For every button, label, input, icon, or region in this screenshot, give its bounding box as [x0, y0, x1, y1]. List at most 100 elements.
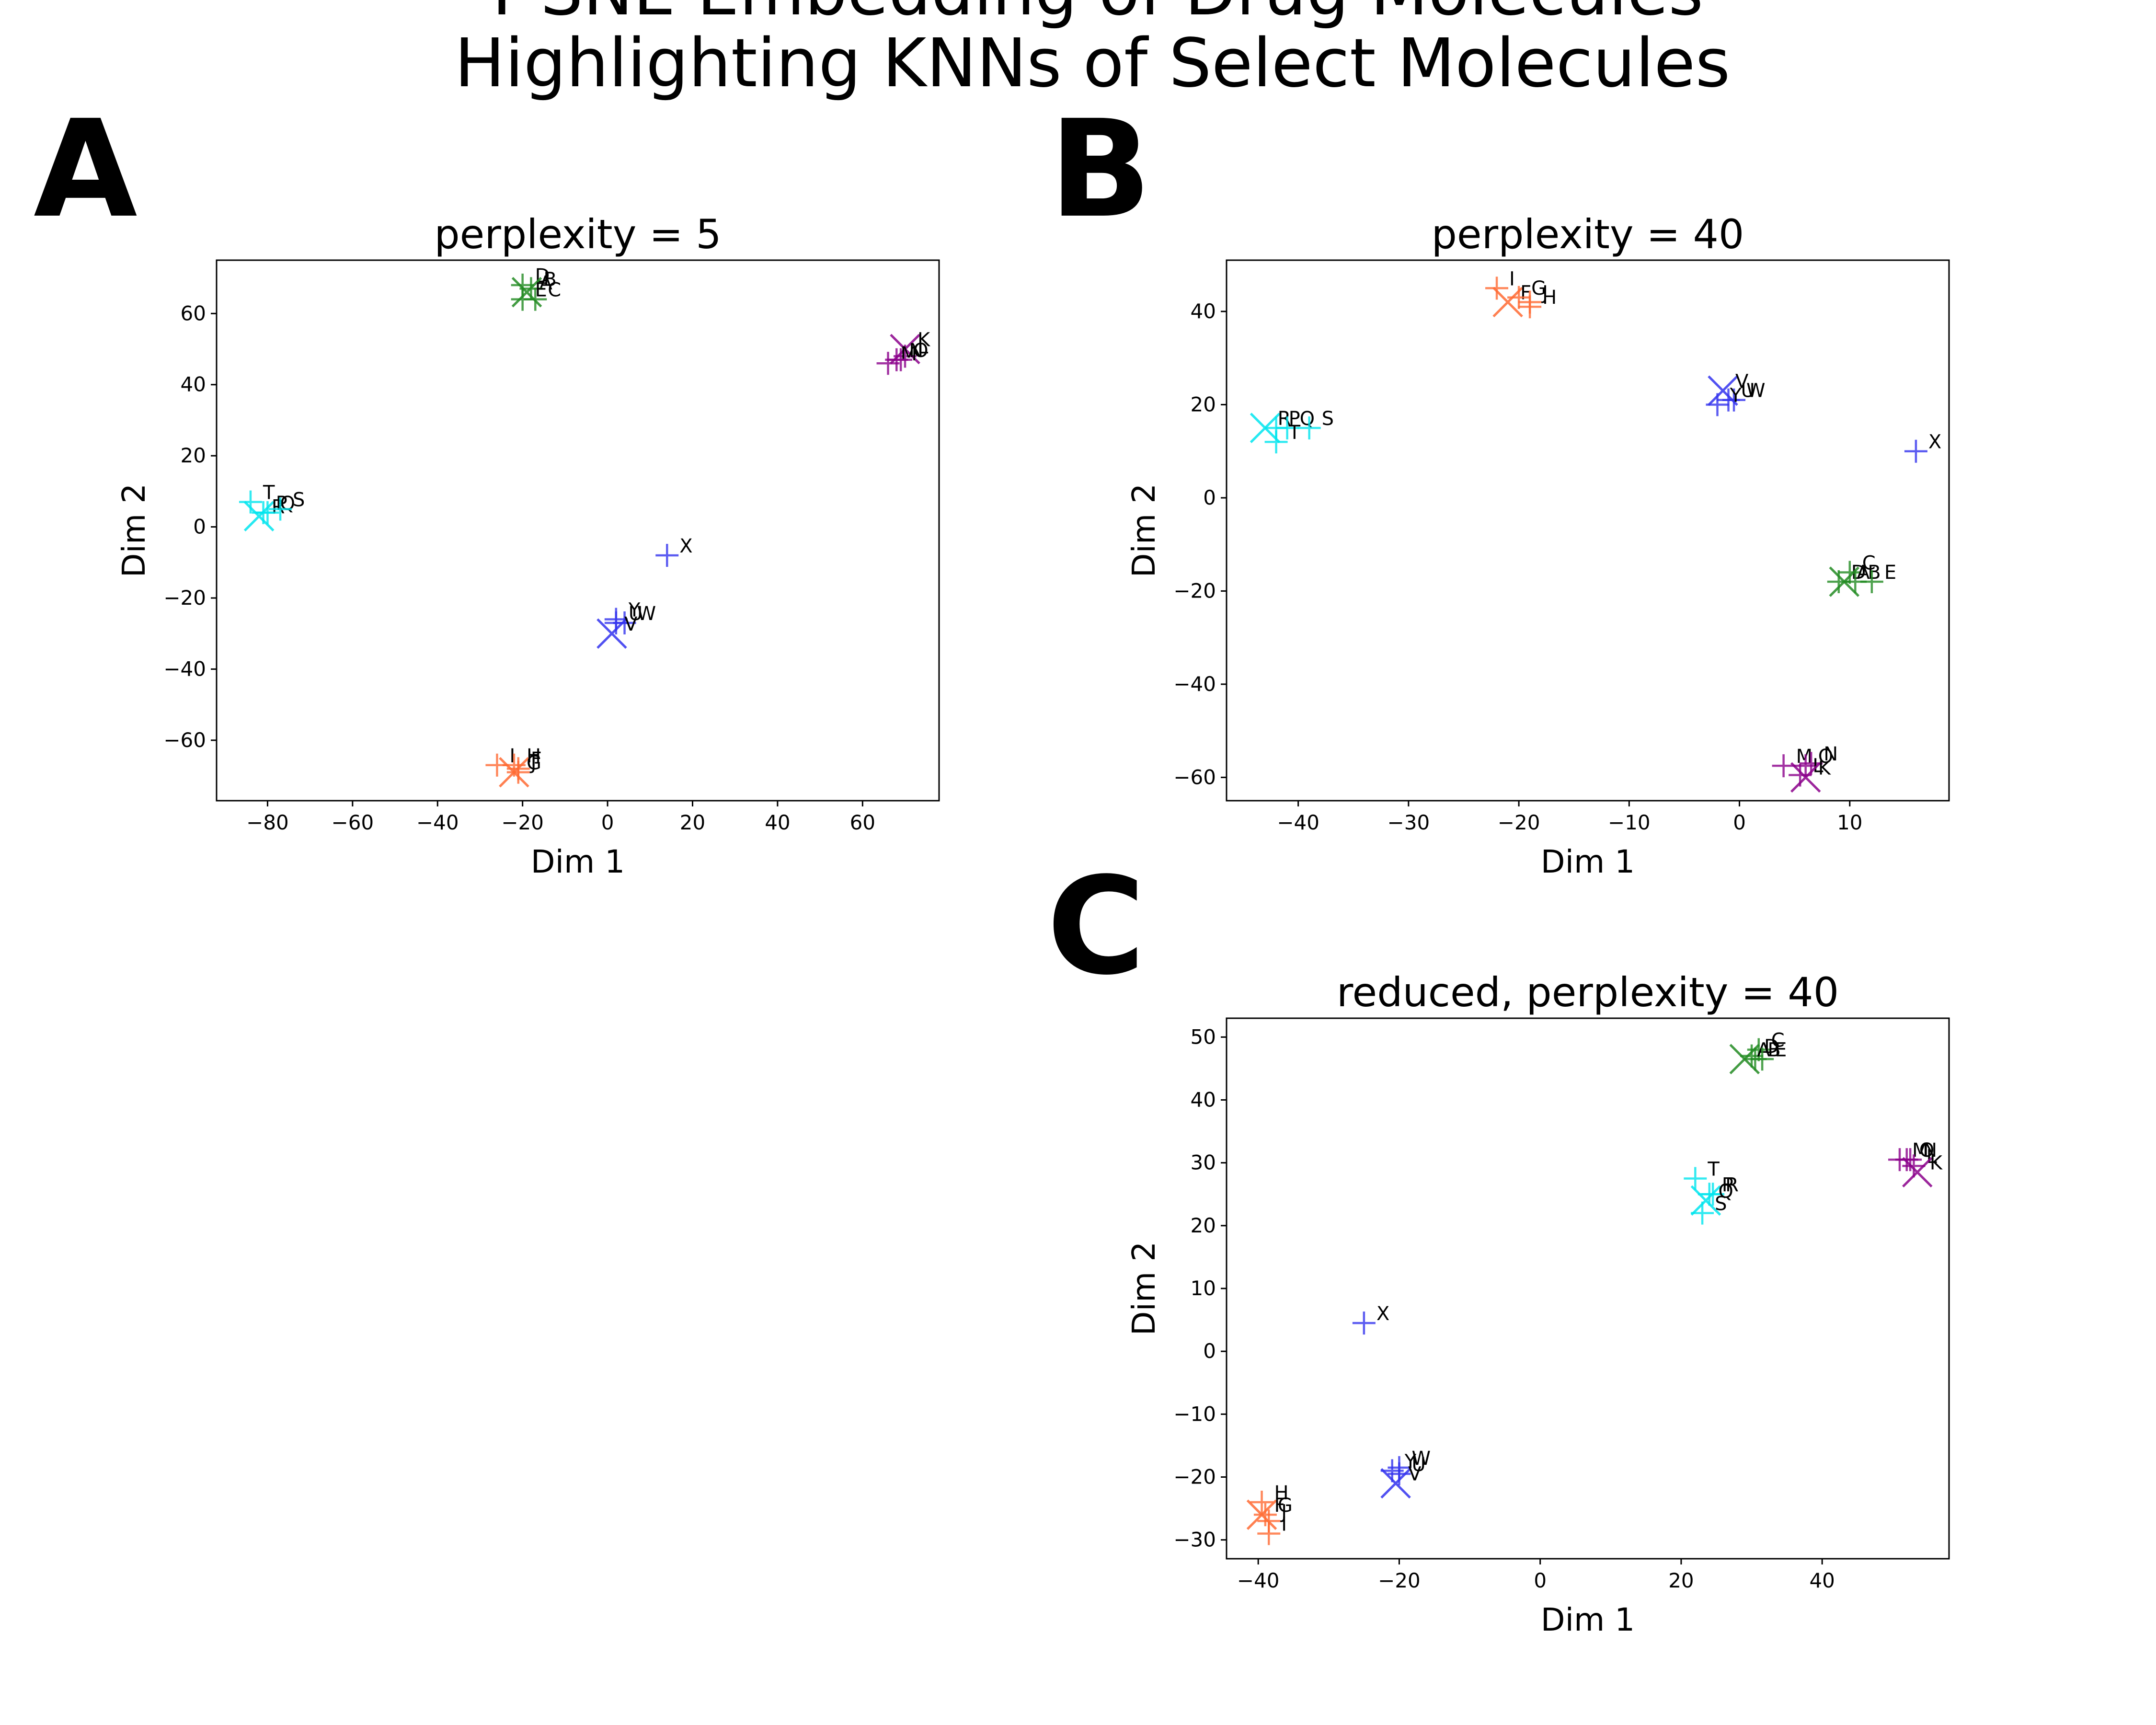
point-label: X — [1376, 1303, 1389, 1325]
point-label: L — [1926, 1146, 1937, 1168]
data-point-marker — [1507, 286, 1531, 309]
data-point-marker — [1902, 1154, 1926, 1178]
point-label: S — [293, 489, 305, 511]
data-point-marker — [889, 348, 913, 371]
point-label: I — [1509, 268, 1515, 290]
y-tick-label: 50 — [1191, 1025, 1216, 1048]
point-label: O — [1919, 1139, 1934, 1162]
y-tick-label: 20 — [1191, 1214, 1216, 1237]
panel-letter: B — [1049, 92, 1151, 248]
point-label: K — [1930, 1152, 1943, 1174]
data-point-marker — [613, 611, 636, 634]
point-label: X — [679, 535, 692, 557]
x-tick-label: 0 — [1534, 1569, 1547, 1592]
point-label: R — [1725, 1174, 1739, 1196]
point-label: B — [1767, 1039, 1780, 1061]
figure-suptitle-line-1: T-SNE Embedding of Drug Molecules — [481, 0, 1703, 31]
x-tick-label: 20 — [680, 811, 705, 834]
x-tick-label: 60 — [850, 811, 875, 834]
point-label: D — [1764, 1036, 1779, 1058]
point-label: F — [531, 748, 542, 770]
point-label: W — [637, 603, 656, 625]
point-label: Q — [280, 493, 295, 515]
point-label: E — [1775, 1039, 1787, 1061]
data-point-marker — [1691, 1201, 1714, 1225]
y-tick-label: 0 — [193, 515, 206, 539]
data-point-marker — [1838, 561, 1861, 584]
query-point-marker — [243, 501, 275, 532]
y-tick-label: −40 — [1173, 672, 1216, 696]
x-axis-label: Dim 1 — [531, 843, 625, 880]
x-tick-label: 20 — [1668, 1569, 1694, 1592]
point-label: H — [1274, 1482, 1289, 1504]
y-axis-label: Dim 2 — [1125, 1242, 1162, 1335]
point-label: S — [1322, 408, 1334, 430]
point-label: T — [1288, 422, 1301, 444]
point-label: E — [535, 279, 547, 301]
point-label: G — [1531, 277, 1546, 299]
point-label: T — [263, 482, 275, 504]
y-tick-label: −60 — [163, 728, 206, 752]
point-label: U — [1411, 1454, 1425, 1476]
y-tick-label: 60 — [181, 301, 206, 325]
x-tick-label: 0 — [601, 811, 614, 834]
point-label: M — [901, 343, 917, 365]
query-point-marker — [1690, 1185, 1721, 1216]
axes-frame — [216, 259, 940, 802]
data-point-marker — [655, 543, 679, 567]
x-tick-label: 40 — [765, 811, 790, 834]
y-tick-label: −10 — [1173, 1402, 1216, 1426]
point-label: N — [1923, 1139, 1937, 1162]
x-tick-label: −20 — [1498, 811, 1540, 834]
point-label: J — [529, 752, 537, 774]
point-label: N — [909, 340, 923, 362]
point-label: K — [1818, 757, 1832, 779]
point-label: Y — [1730, 384, 1742, 406]
data-point-marker — [1388, 1462, 1411, 1485]
axes-title: perplexity = 40 — [1432, 211, 1744, 258]
data-point-marker — [1518, 295, 1542, 319]
point-label: R — [272, 496, 285, 518]
query-point-marker — [1380, 1468, 1411, 1499]
point-label: K — [917, 329, 931, 351]
point-label: W — [1746, 380, 1766, 402]
point-label: O — [913, 340, 928, 362]
data-point-marker — [524, 288, 547, 311]
y-tick-label: 40 — [1191, 1088, 1216, 1112]
point-label: V — [624, 613, 638, 635]
x-tick-label: −80 — [246, 811, 289, 834]
y-axis-label: Dim 2 — [1125, 483, 1162, 577]
x-tick-label: −20 — [501, 811, 544, 834]
point-label: J — [1541, 282, 1548, 304]
y-axis-label: Dim 2 — [115, 483, 152, 577]
point-label: V — [1735, 370, 1749, 392]
data-point-marker — [1740, 1044, 1764, 1068]
point-label: P — [1289, 408, 1300, 430]
x-tick-label: 10 — [1837, 811, 1862, 834]
data-point-marker — [1772, 754, 1795, 778]
y-tick-label: 0 — [1203, 486, 1216, 509]
point-label: G — [527, 752, 541, 774]
figure-suptitle-line-2: Highlighting KNNs of Select Molecules — [455, 24, 1731, 103]
series-group: RPQ ST — [1250, 408, 1334, 454]
data-point-marker — [1860, 570, 1883, 593]
point-label: B — [1868, 562, 1881, 584]
point-label: I — [509, 745, 515, 767]
data-point-marker — [1751, 1047, 1774, 1071]
point-label: V — [1408, 1463, 1422, 1485]
data-point-marker — [506, 760, 530, 784]
x-tick-label: −30 — [1388, 811, 1430, 834]
x-tick-label: −60 — [332, 811, 374, 834]
data-point-marker — [1297, 416, 1321, 440]
data-point-marker — [1794, 754, 1817, 778]
point-label: S — [1715, 1193, 1727, 1215]
